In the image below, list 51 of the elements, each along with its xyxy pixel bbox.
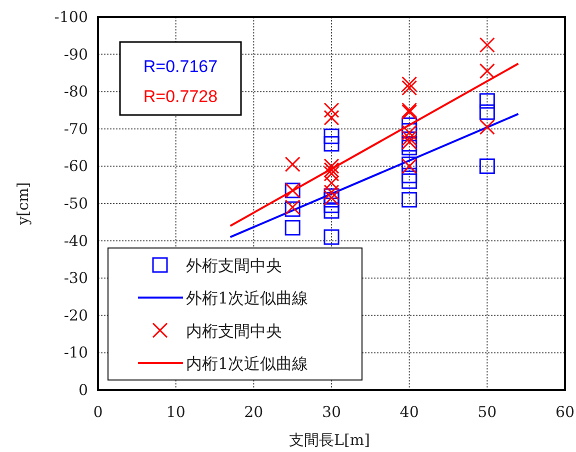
x-tick-label: 50 [478, 403, 497, 421]
point [284, 220, 300, 236]
point [324, 203, 340, 219]
y-tick-label: -30 [64, 269, 88, 288]
legend-label: 外桁1次近似曲線 [186, 288, 308, 308]
y-tick-label: -20 [64, 306, 88, 324]
point [402, 173, 418, 189]
point [402, 80, 418, 96]
point [324, 166, 340, 182]
point [402, 140, 418, 156]
y-axis-title: y[cm] [14, 182, 32, 226]
y-tick-label: -60 [64, 157, 88, 176]
legend-label: 外桁支間中央 [186, 256, 282, 275]
x-axis-title: 支間長L[m] [289, 431, 370, 449]
point [324, 128, 340, 144]
x-tick-label: 10 [166, 403, 186, 421]
x-tick-label: 40 [400, 403, 419, 421]
y-tick-label: 0 [78, 381, 88, 399]
point [402, 168, 418, 184]
point [324, 110, 340, 126]
point [402, 76, 418, 92]
point [284, 156, 300, 172]
x-tick-label: 60 [555, 403, 575, 421]
point [324, 198, 340, 214]
annotation: R=0.7728 [143, 87, 218, 106]
y-tick-label: -50 [64, 194, 88, 212]
point [402, 130, 418, 146]
point [402, 192, 418, 208]
point [324, 136, 340, 152]
legend-label: 内桁1次近似曲線 [186, 354, 308, 373]
y-tick-label: -90 [64, 45, 88, 64]
x-tick-label: 20 [244, 403, 264, 421]
y-tick-label: -70 [64, 120, 88, 138]
y-tick-label: -10 [64, 344, 88, 362]
point [479, 93, 495, 109]
legend-label: 内桁支間中央 [186, 321, 282, 340]
point [324, 102, 340, 118]
point [324, 184, 340, 200]
point [479, 158, 495, 174]
point [479, 63, 495, 79]
y-tick-label: -80 [64, 82, 88, 101]
point [324, 229, 340, 245]
point [479, 104, 495, 120]
point [479, 37, 495, 53]
y-tick-label: -40 [64, 232, 88, 250]
point [479, 119, 495, 135]
y-tick-label: -100 [54, 8, 88, 26]
x-tick-label: 30 [322, 403, 342, 421]
x-tick-label: 0 [93, 403, 103, 421]
annotation: R=0.7167 [143, 57, 218, 76]
point [402, 117, 418, 133]
